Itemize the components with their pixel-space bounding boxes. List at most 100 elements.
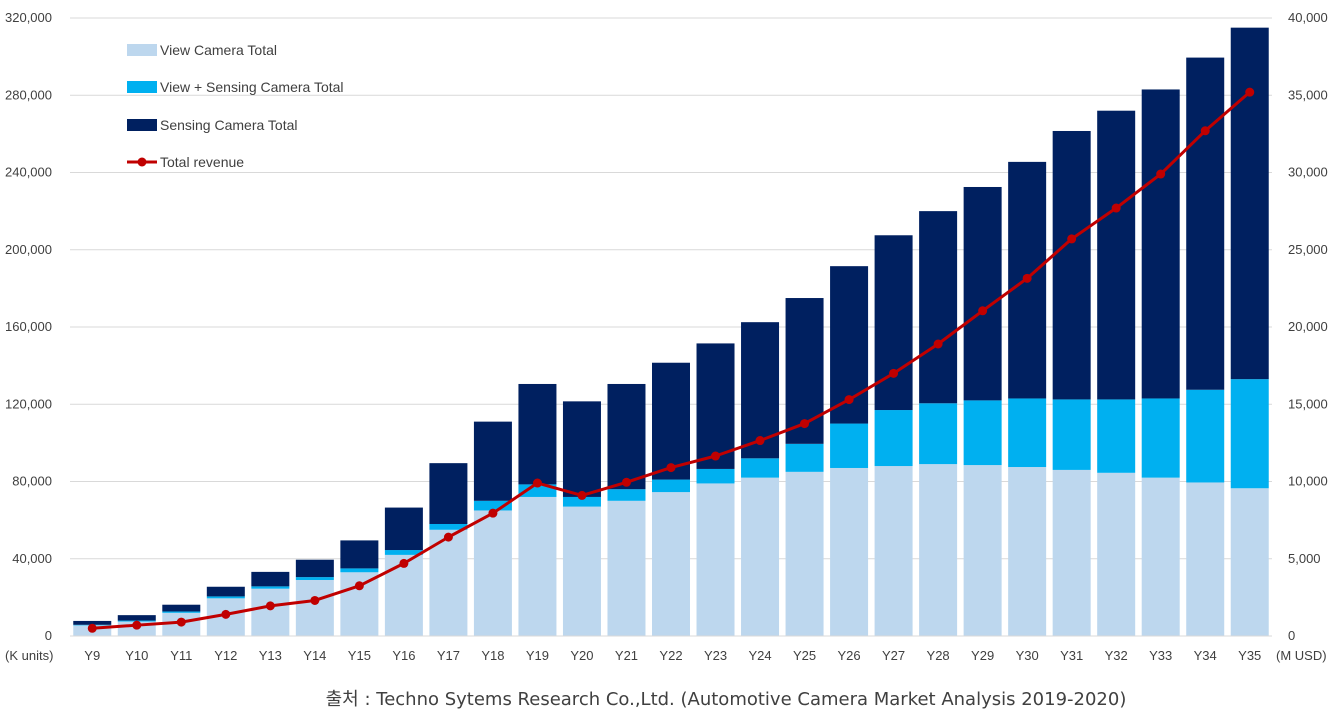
x-tick-label: Y17	[437, 648, 460, 663]
axes: 0 40,000 80,000 120,000 160,000 200,000 240,00…	[5, 10, 1328, 663]
revenue-point	[1200, 126, 1210, 136]
x-tick-label: Y29	[971, 648, 994, 663]
revenue-point	[532, 478, 542, 488]
bar-segment-view-sensing	[652, 479, 690, 493]
bar-segment-view	[830, 467, 869, 636]
bar-segment-view	[518, 496, 557, 636]
y-right-tick-label: 0	[1288, 628, 1295, 643]
y-left-tick-label: 120,000	[5, 396, 52, 411]
x-tick-label: Y11	[170, 648, 192, 663]
x-tick-label: Y9	[84, 648, 100, 663]
bar-segment-sensing	[251, 571, 290, 587]
bar-segment-view-sensing	[874, 410, 913, 467]
bar-segment-sensing	[1052, 130, 1091, 400]
x-tick-label: Y19	[526, 648, 549, 663]
bar-segment-view-sensing	[696, 468, 735, 484]
bar-segment-view-sensing	[963, 400, 1002, 466]
bar-segment-sensing	[206, 586, 245, 597]
bar-segment-view-sensing	[1097, 399, 1136, 473]
bar-segment-view-sensing	[295, 577, 334, 580]
bar-segment-view-sensing	[1141, 398, 1180, 478]
bar-segment-view	[1141, 477, 1180, 636]
bar-segment-view-sensing	[1230, 379, 1269, 489]
bar-segment-sensing	[696, 343, 735, 469]
y-right-unit-label: (M USD)	[1276, 648, 1327, 663]
x-tick-label: Y24	[748, 648, 771, 663]
bar-segment-sensing	[518, 383, 557, 485]
legend: View Camera Total View + Sensing Camera T…	[127, 42, 344, 170]
legend-label: View + Sensing Camera Total	[160, 79, 344, 95]
legend-swatch-sensing	[127, 119, 157, 131]
bar-segment-view	[741, 477, 780, 636]
y-left-unit-label: (K units)	[5, 648, 53, 663]
bar-segment-view-sensing	[1186, 389, 1225, 483]
x-tick-label: Y16	[392, 648, 415, 663]
revenue-point	[1156, 169, 1166, 179]
revenue-point	[87, 623, 97, 633]
x-tick-label: Y30	[1016, 648, 1039, 663]
x-tick-label: Y32	[1105, 648, 1128, 663]
revenue-point	[1022, 273, 1032, 283]
revenue-point	[399, 558, 409, 568]
revenue-point	[221, 609, 231, 619]
bar-segment-view-sensing	[162, 611, 201, 613]
revenue-point	[1111, 203, 1121, 213]
y-left-tick-label: 200,000	[5, 242, 52, 257]
bar-segment-sensing	[117, 615, 156, 621]
bar-segment-view-sensing	[562, 496, 601, 507]
x-tick-label: Y28	[927, 648, 950, 663]
revenue-point	[132, 620, 142, 630]
bar-segment-view	[295, 579, 334, 636]
revenue-point	[577, 490, 587, 500]
bar-segment-view-sensing	[741, 458, 780, 478]
bar-segment-view	[696, 483, 735, 636]
bar-segment-sensing	[874, 235, 913, 411]
legend-swatch-view-sensing	[127, 81, 157, 93]
bar-segment-sensing	[162, 604, 201, 612]
revenue-point	[844, 395, 854, 405]
y-left-tick-label: 0	[45, 628, 52, 643]
x-tick-label: Y22	[659, 648, 682, 663]
y-right-tick-label: 30,000	[1288, 165, 1328, 180]
bar-segment-sensing	[1141, 89, 1180, 399]
bar-segment-sensing	[473, 421, 512, 501]
bar-segment-view	[1186, 482, 1225, 636]
x-tick-label: Y15	[348, 648, 371, 663]
x-tick-label: Y18	[481, 648, 504, 663]
revenue-point	[800, 419, 810, 429]
bar-segment-sensing	[562, 401, 601, 497]
revenue-point	[666, 463, 676, 473]
bar-segment-sensing	[919, 211, 958, 404]
revenue-point	[1067, 234, 1077, 244]
bar-segment-view-sensing	[251, 586, 290, 589]
bar-segment-sensing	[1186, 57, 1225, 390]
y-right-tick-label: 35,000	[1288, 87, 1328, 102]
x-tick-label: Y14	[303, 648, 326, 663]
x-tick-label: Y25	[793, 648, 816, 663]
bar-segment-sensing	[73, 620, 112, 625]
bar-segment-view-sensing	[1008, 398, 1047, 468]
x-tick-label: Y20	[570, 648, 593, 663]
bar-segment-view-sensing	[785, 443, 824, 472]
bar-segment-view-sensing	[1052, 399, 1091, 470]
bar-segment-sensing	[340, 540, 379, 569]
legend-label: Total revenue	[160, 154, 244, 170]
x-tick-label: Y34	[1194, 648, 1217, 663]
bar-segment-view	[473, 510, 512, 636]
y-left-tick-label: 280,000	[5, 87, 52, 102]
x-tick-label: Y31	[1060, 648, 1083, 663]
revenue-point	[176, 617, 186, 627]
bar-segment-view	[874, 466, 913, 636]
y-left-tick-label: 160,000	[5, 319, 52, 334]
revenue-point	[755, 436, 765, 446]
bar-segment-view	[562, 506, 601, 636]
bar-segment-view-sensing	[429, 523, 468, 530]
y-left-tick-label: 40,000	[12, 551, 52, 566]
bar-segment-view	[607, 500, 646, 636]
bar-segment-view	[251, 588, 290, 636]
bar-segment-view-sensing	[473, 500, 512, 511]
bar-segment-view-sensing	[518, 484, 557, 497]
x-tick-label: Y10	[125, 648, 148, 663]
bar-segment-sensing	[607, 383, 646, 490]
